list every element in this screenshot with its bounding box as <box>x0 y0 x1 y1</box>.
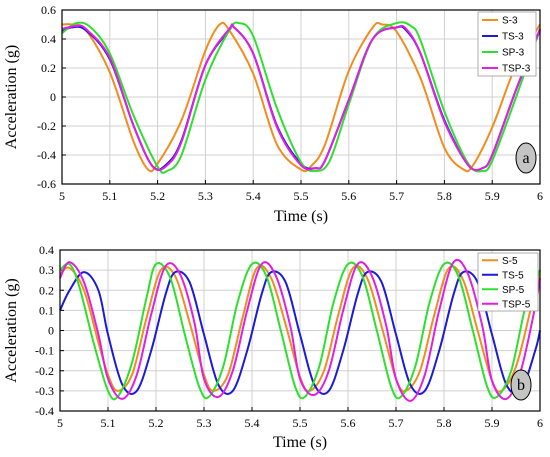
legend-box <box>477 11 537 77</box>
x-tick-label: 5.6 <box>341 189 356 203</box>
x-tick-label: 5.9 <box>485 416 500 430</box>
x-tick-label: 5.2 <box>150 189 165 203</box>
chart-panel-a: 5 5.1 5.2 5.3 5.4 5.5 5.6 5.7 5.8 5.9 6 -0.6 -0.4 -0.… <box>3 3 543 225</box>
x-tick-label: 6 <box>537 189 543 203</box>
y-tick-label: -0.1 <box>35 344 54 358</box>
y-tick-label: -0.6 <box>37 177 56 191</box>
y-tick-label: -0.2 <box>35 364 54 378</box>
legend-label: S-3 <box>502 16 518 27</box>
legend-label: TS-5 <box>502 270 524 281</box>
y-tick-label: -0.2 <box>37 119 56 133</box>
legend-box <box>477 252 539 312</box>
y-tick-label: 0.4 <box>41 32 56 46</box>
x-tick-label: 5.1 <box>101 416 116 430</box>
plot-frame <box>61 9 541 185</box>
x-tick-label: 5.6 <box>341 416 356 430</box>
y-tick-label: 0.6 <box>41 3 56 17</box>
series-line-sp-3 <box>61 21 541 174</box>
x-tick-label: 6 <box>537 416 543 430</box>
legend-label: TSP-3 <box>502 64 531 75</box>
plot-frame <box>59 249 541 412</box>
x-tick-label: 5.2 <box>149 416 164 430</box>
legend-label: TS-3 <box>502 32 524 43</box>
panel-badge-label: a <box>522 150 529 167</box>
y-tick-label: -0.4 <box>37 148 56 162</box>
x-tick-label: 5.3 <box>197 416 212 430</box>
x-tick-label: 5.5 <box>293 416 308 430</box>
y-tick-label: 0 <box>50 90 56 104</box>
x-tick-label: 5.7 <box>389 416 404 430</box>
y-tick-label: 0.1 <box>39 303 54 317</box>
y-tick-label: -0.4 <box>35 404 54 418</box>
panel-badge <box>510 369 532 401</box>
x-tick-label: 5.9 <box>485 189 500 203</box>
y-tick-label: 0.2 <box>41 61 56 75</box>
y-tick-label: 0.2 <box>39 283 54 297</box>
series-line-ts-5 <box>59 270 541 395</box>
x-tick-label: 5.4 <box>245 416 260 430</box>
series-line-tsp-3 <box>61 23 541 172</box>
series-line-s-3 <box>61 21 541 173</box>
y-axis-label: Acceleration (g) <box>3 278 20 382</box>
x-tick-label: 5.1 <box>102 189 117 203</box>
panel-badge <box>515 142 537 174</box>
chart-panel-b: 5 5.1 5.2 5.3 5.4 5.5 5.6 5.7 5.8 5.9 6 -0.4 -0.3 -0.… <box>3 243 543 451</box>
panel-badge-label: b <box>517 377 525 394</box>
x-tick-label: 5.7 <box>389 189 404 203</box>
x-tick-label: 5.8 <box>437 189 452 203</box>
legend-label: TSP-5 <box>502 299 531 310</box>
legend-label: SP-3 <box>502 48 525 59</box>
x-tick-label: 5.3 <box>198 189 213 203</box>
y-tick-label: 0.3 <box>39 263 54 277</box>
y-tick-label: 0.4 <box>39 243 54 257</box>
x-axis-label: Time (s) <box>274 208 328 225</box>
series-line-tsp-5 <box>59 258 541 402</box>
x-tick-label: 5 <box>59 189 65 203</box>
y-tick-label: 0 <box>48 324 54 338</box>
x-tick-label: 5 <box>57 416 63 430</box>
x-tick-label: 5.8 <box>437 416 452 430</box>
x-tick-label: 5.4 <box>246 189 261 203</box>
y-axis-label: Acceleration (g) <box>3 45 20 149</box>
x-axis-label: Time (s) <box>273 434 327 451</box>
x-tick-label: 5.5 <box>294 189 309 203</box>
y-tick-label: -0.3 <box>35 384 54 398</box>
legend-label: S-5 <box>502 256 518 267</box>
series-line-sp-5 <box>59 261 541 401</box>
legend-label: SP-5 <box>502 285 525 296</box>
